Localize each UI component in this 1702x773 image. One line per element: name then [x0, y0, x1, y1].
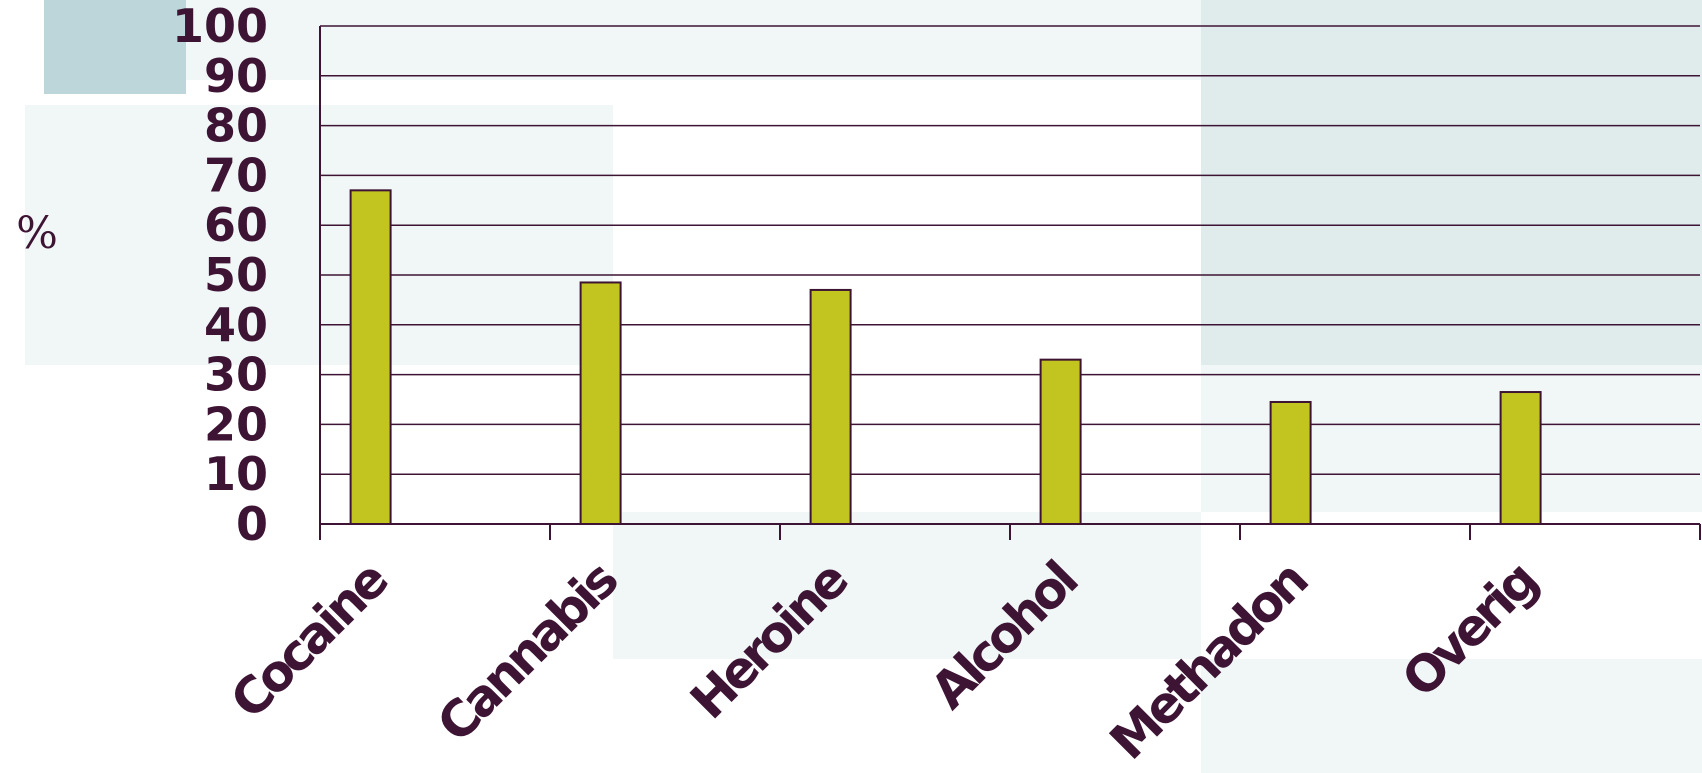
y-tick-label-60: 60 — [204, 198, 268, 252]
bars — [349, 189, 1542, 525]
grid-lines — [320, 25, 1700, 475]
x-tick-labels: Cocaine Cannabis Heroine Alcohol Methadon Ove… — [220, 551, 1548, 771]
bg-block-bottom-mid — [613, 512, 1201, 659]
bg-block-top — [186, 0, 1201, 80]
bar-alcohol — [1039, 358, 1082, 525]
bar-cocaine — [349, 189, 392, 525]
y-tick-label-100: 100 — [172, 0, 268, 53]
x-tick-label-cocaine: Cocaine — [220, 551, 399, 730]
bg-block-right — [1201, 0, 1702, 365]
axes — [319, 26, 1701, 540]
x-tick-label-heroine: Heroine — [679, 551, 858, 730]
y-tick-label-10: 10 — [204, 447, 268, 501]
x-tick-label-cannabis: Cannabis — [426, 551, 628, 753]
y-tick-label-40: 40 — [204, 298, 268, 352]
bg-block-bottom-right — [1201, 659, 1702, 773]
x-tick-label-methadon: Methadon — [1099, 552, 1318, 771]
y-tick-label-90: 90 — [204, 49, 268, 103]
bg-block-dark-topleft — [44, 0, 186, 94]
x-tick-label-overig: Overig — [1391, 552, 1547, 708]
y-tick-label-20: 20 — [204, 397, 268, 451]
y-tick-label-0: 0 — [236, 497, 268, 551]
bar-cannabis — [579, 281, 622, 525]
y-tick-label-30: 30 — [204, 348, 268, 402]
bar-overig — [1499, 391, 1542, 525]
bar-heroine — [809, 288, 852, 525]
y-tick-label-70: 70 — [204, 148, 268, 202]
bar-methadon — [1269, 400, 1312, 525]
y-tick-label-50: 50 — [204, 248, 268, 302]
y-tick-label-80: 80 — [204, 99, 268, 153]
x-tick-label-alcohol: Alcohol — [920, 552, 1088, 720]
y-axis-label: % — [16, 208, 58, 259]
